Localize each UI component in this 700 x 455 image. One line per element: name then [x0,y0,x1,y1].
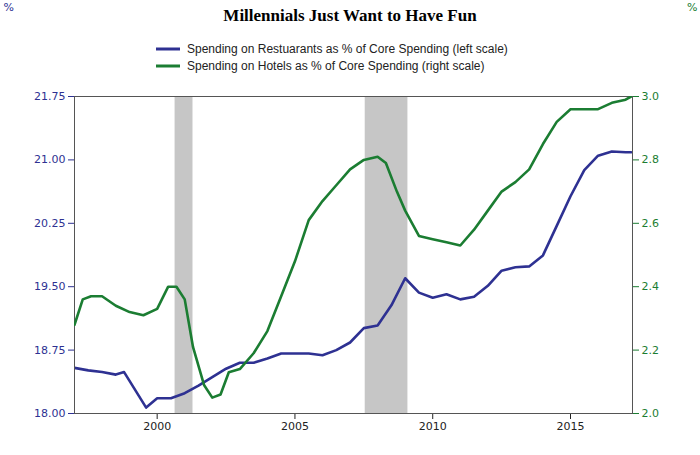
svg-text:%: % [4,1,14,14]
svg-text:18.00: 18.00 [34,407,66,420]
html-text:Millennials Just Want to Have: Millennials Just Want to Have Fun [223,6,477,25]
svg-text:2.2: 2.2 [642,344,660,357]
svg-text:%: % [687,1,697,14]
svg-text:19.50: 19.50 [34,280,66,293]
svg-text:2.4: 2.4 [642,280,660,293]
svg-text:20.25: 20.25 [34,217,66,230]
svg-text:21.00: 21.00 [34,153,66,166]
svg-text:2005: 2005 [281,420,309,433]
svg-text:2.8: 2.8 [642,153,660,166]
svg-text:2000: 2000 [143,420,171,433]
svg-text:3.0: 3.0 [642,90,660,103]
svg-text:2.0: 2.0 [642,407,660,420]
svg-text:18.75: 18.75 [34,344,66,357]
svg-text:2.6: 2.6 [642,217,660,230]
svg-text:2010: 2010 [419,420,447,433]
html-text:Spending on Restuarants as % o: Spending on Restuarants as % of Core Spe… [187,41,508,56]
html-text:Spending on Hotels as % of Cor: Spending on Hotels as % of Core Spending… [187,58,485,73]
svg-text:21.75: 21.75 [34,90,66,103]
svg-text:2015: 2015 [557,420,585,433]
